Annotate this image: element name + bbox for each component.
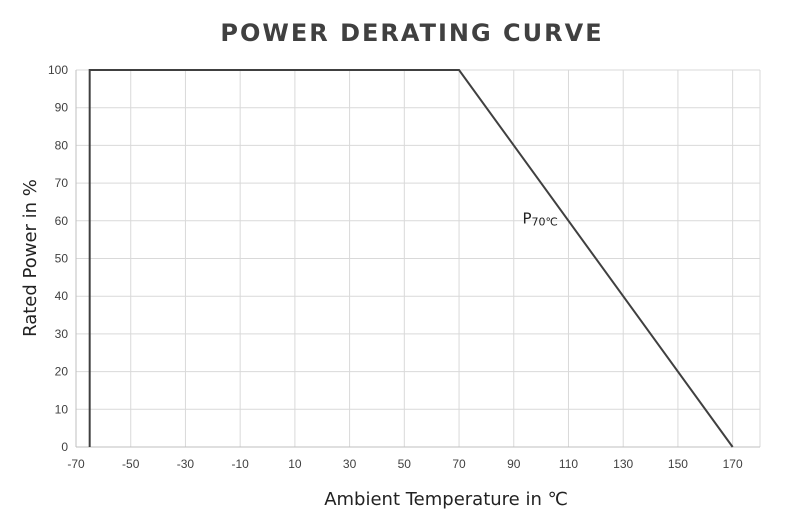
y-tick-label: 90	[55, 101, 69, 115]
y-axis-label: Rated Power in %	[20, 179, 41, 337]
y-tick-label: 20	[55, 365, 69, 379]
annotation-main-text: P	[522, 210, 531, 228]
grid-lines	[76, 69, 761, 447]
y-tick-label: 10	[55, 402, 69, 416]
x-tick-label: 70	[452, 457, 466, 471]
x-tick-label: 30	[343, 457, 357, 471]
x-tick-label: 50	[398, 457, 412, 471]
x-tick-label: -70	[67, 457, 85, 471]
y-tick-label: 30	[55, 327, 69, 341]
derating-curve-line	[88, 69, 734, 448]
annotation-subscript-text: 70℃	[532, 216, 558, 229]
curve-annotation: P70℃	[522, 210, 557, 229]
x-tick-label: 90	[507, 457, 521, 471]
y-tick-label: 50	[55, 252, 69, 266]
x-tick-label: 110	[559, 457, 578, 471]
data-series	[88, 69, 734, 448]
chart-title: POWER DERATING CURVE	[220, 19, 603, 47]
axes	[75, 70, 760, 448]
x-tick-label: -30	[177, 457, 195, 471]
y-tick-label: 100	[48, 63, 68, 77]
x-tick-label: -50	[122, 457, 140, 471]
annotations: P70℃	[522, 210, 557, 229]
y-tick-label: 80	[55, 138, 69, 152]
x-axis-label: Ambient Temperature in ℃	[324, 489, 568, 510]
x-tick-label: 150	[668, 457, 688, 471]
x-tick-label: 10	[288, 457, 302, 471]
x-tick-label: 170	[723, 457, 743, 471]
y-tick-label: 70	[55, 176, 69, 190]
x-tick-label: 130	[613, 457, 633, 471]
y-tick-label: 0	[61, 440, 68, 454]
y-tick-label: 60	[55, 214, 69, 228]
x-tick-label: -10	[231, 457, 249, 471]
tick-labels: 0 10 20 30 40 50 60 70 80 90 100 -70 -50 -30 -10 10 30 50…	[48, 63, 743, 471]
y-tick-label: 40	[55, 289, 69, 303]
